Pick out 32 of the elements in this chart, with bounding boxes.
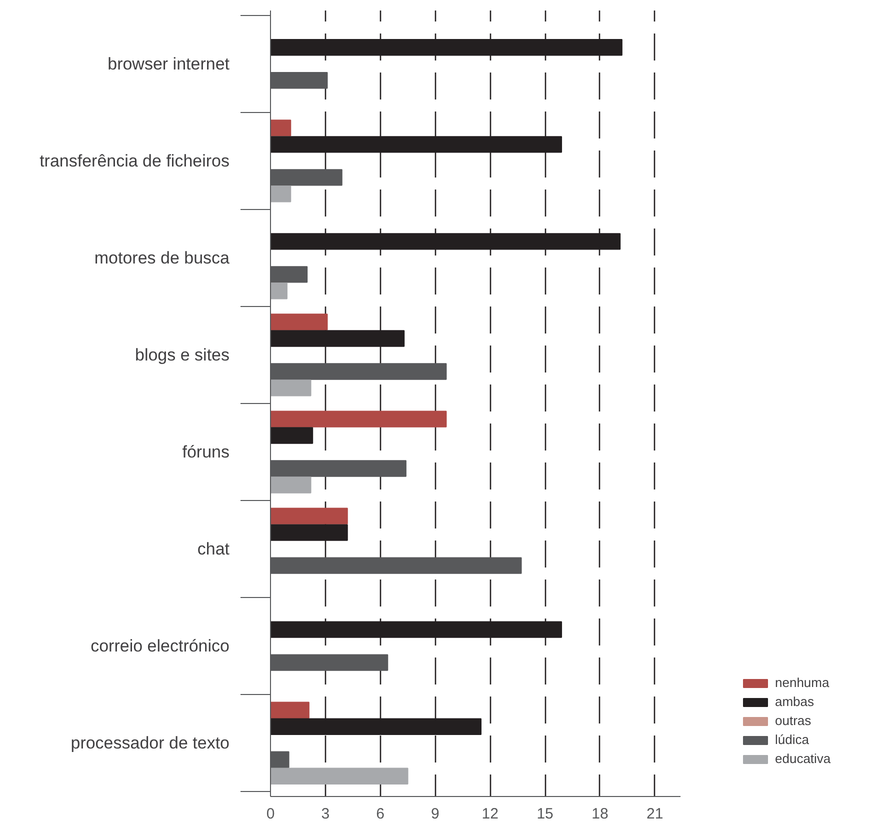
y-tick-label: motores de busca <box>94 248 230 268</box>
y-tick-label: correio electrónico <box>90 636 230 656</box>
bar <box>270 508 348 524</box>
x-tick-label: 18 <box>592 806 608 821</box>
legend-label: lúdica <box>775 732 809 747</box>
bar <box>270 380 312 396</box>
bar <box>270 186 292 202</box>
y-tick-label: processador de texto <box>70 734 230 753</box>
bar <box>270 702 310 718</box>
x-tick-label: 3 <box>321 806 330 821</box>
y-tick-label: browser internet <box>108 54 230 74</box>
bar <box>270 282 288 300</box>
y-tick-label: blogs e sites <box>135 345 230 364</box>
legend-label: nenhuma <box>775 675 830 690</box>
bar <box>270 410 447 428</box>
y-tick-label: chat <box>197 540 230 559</box>
x-tick-label: 21 <box>646 806 664 821</box>
bar <box>270 476 312 494</box>
bar <box>270 768 408 784</box>
x-tick-label: 6 <box>376 806 384 821</box>
x-tick-label: 9 <box>431 806 440 821</box>
bar <box>270 120 292 136</box>
y-tick-label: transferência de ficheiros <box>40 151 230 170</box>
x-tick-label: 0 <box>266 806 275 821</box>
bar <box>270 314 328 330</box>
y-tick-label: fóruns <box>182 442 230 462</box>
bar <box>270 427 314 444</box>
x-tick-label: 15 <box>536 806 554 821</box>
legend-label: ambas <box>775 694 814 709</box>
legend-label: outras <box>775 713 812 728</box>
legend-label: educativa <box>775 751 831 766</box>
x-tick-label: 12 <box>482 806 498 821</box>
